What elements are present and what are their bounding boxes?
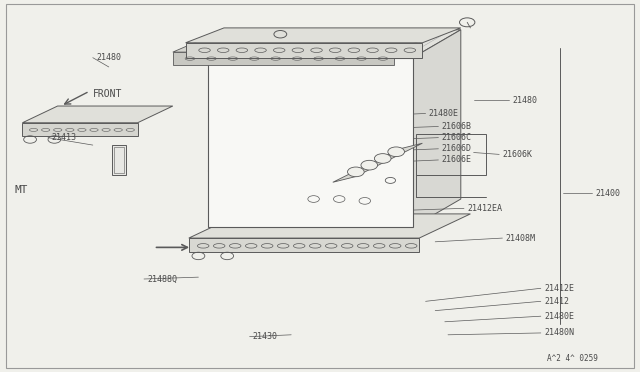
Polygon shape (186, 28, 461, 43)
Polygon shape (208, 58, 413, 227)
Polygon shape (186, 43, 422, 58)
Text: 21606B: 21606B (442, 122, 472, 131)
Text: 21430: 21430 (253, 332, 278, 341)
Text: 21480E: 21480E (429, 109, 459, 118)
Text: 21488Q: 21488Q (147, 275, 177, 283)
Polygon shape (208, 30, 461, 58)
Text: 21606D: 21606D (442, 144, 472, 153)
Polygon shape (189, 238, 419, 252)
Polygon shape (173, 52, 394, 65)
Bar (112, 145, 126, 175)
Text: 21606C: 21606C (442, 133, 472, 142)
Bar (416, 134, 486, 175)
Text: 21412E: 21412E (544, 284, 574, 293)
Polygon shape (189, 214, 470, 238)
Polygon shape (22, 106, 173, 123)
Text: 21480E: 21480E (544, 312, 574, 321)
Bar (114, 147, 124, 173)
Polygon shape (22, 123, 138, 136)
Text: MT: MT (14, 185, 28, 195)
Text: 21606E: 21606E (442, 155, 472, 164)
Text: 21606K: 21606K (502, 150, 532, 159)
Text: 21400: 21400 (595, 189, 620, 198)
Text: 21413: 21413 (51, 133, 76, 142)
Text: 21480: 21480 (96, 53, 121, 62)
Polygon shape (413, 30, 461, 227)
Circle shape (388, 147, 404, 157)
Text: 21480N: 21480N (544, 328, 574, 337)
Circle shape (374, 154, 391, 163)
Circle shape (361, 160, 378, 170)
Polygon shape (333, 143, 422, 182)
Text: 21408M: 21408M (506, 234, 536, 243)
Circle shape (348, 167, 364, 177)
Polygon shape (173, 34, 435, 52)
Text: 21412: 21412 (544, 297, 569, 306)
Text: 21413: 21413 (362, 44, 387, 53)
Text: 21412EA: 21412EA (467, 204, 502, 213)
Text: 21480: 21480 (512, 96, 537, 105)
Text: FRONT: FRONT (93, 89, 122, 99)
Text: A^2 4^ 0259: A^2 4^ 0259 (547, 355, 598, 363)
